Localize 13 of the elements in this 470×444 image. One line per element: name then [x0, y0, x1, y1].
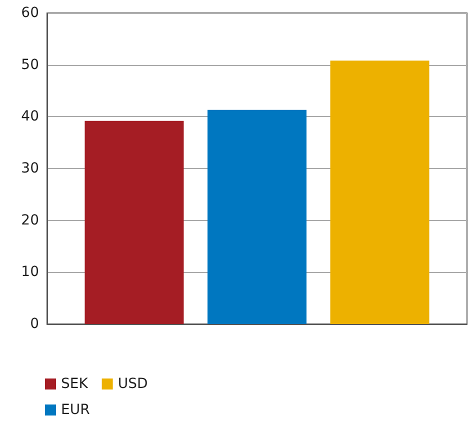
bar	[208, 110, 306, 324]
legend-label: SEK	[61, 376, 89, 392]
y-tick-label: 30	[21, 160, 39, 176]
y-tick-label: 50	[21, 56, 39, 73]
bar	[84, 120, 184, 324]
y-tick-label: 10	[21, 264, 39, 280]
y-tick-label: 0	[30, 316, 39, 332]
legend-label: USD	[118, 376, 148, 392]
bar	[330, 60, 430, 324]
legend-label: EUR	[61, 402, 90, 418]
y-tick-label: 60	[21, 5, 39, 21]
y-tick-label: 40	[21, 108, 39, 125]
y-tick-label: 20	[21, 212, 39, 228]
